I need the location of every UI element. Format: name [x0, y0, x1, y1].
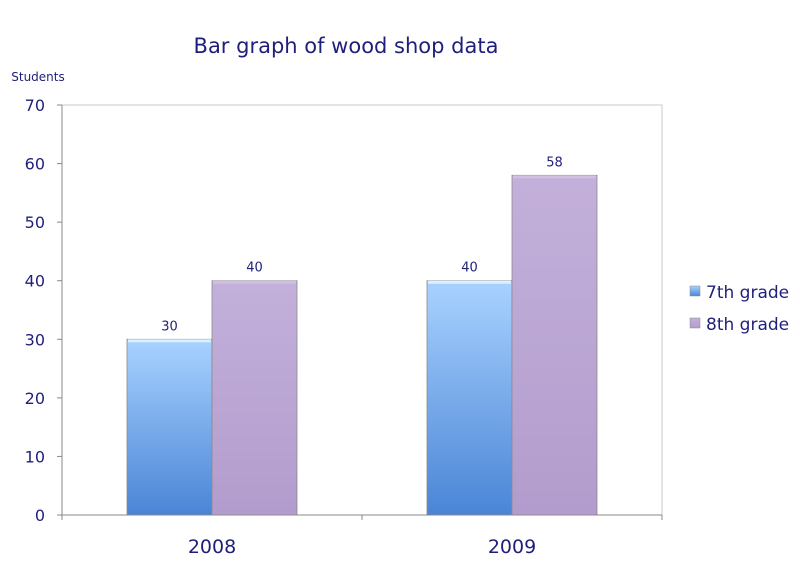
- legend-label: 7th grade: [706, 283, 789, 303]
- y-tick-label: 30: [25, 330, 45, 349]
- x-axis: 2008 2009: [61, 514, 663, 558]
- y-tick-label: 10: [25, 447, 45, 466]
- data-label: 40: [246, 261, 263, 276]
- y-tick-label: 0: [35, 506, 45, 525]
- data-label: 58: [546, 155, 563, 170]
- x-tick-label: 2009: [488, 536, 536, 558]
- y-tick-label: 70: [25, 96, 45, 115]
- y-tick-label: 40: [25, 272, 45, 291]
- data-label: 40: [461, 261, 478, 276]
- legend-swatch: [689, 317, 701, 329]
- y-axis-label: Students: [11, 70, 65, 84]
- y-tick-label: 20: [25, 389, 45, 408]
- bar-series-1: [426, 280, 513, 516]
- bar-top-edge: [513, 175, 596, 179]
- bar-series-2: [211, 280, 298, 516]
- y-axis: 0 10 20 30 40 50 60 70: [25, 96, 63, 525]
- legend-swatch: [689, 285, 701, 297]
- y-tick-label: 50: [25, 213, 45, 232]
- data-labels: 30 40 40 58: [161, 155, 563, 334]
- x-tick-label: 2008: [188, 536, 236, 558]
- legend-label: 8th grade: [706, 315, 789, 335]
- bar-series-1: [126, 338, 213, 516]
- bar-series-2: [511, 174, 598, 516]
- data-label: 30: [161, 319, 178, 334]
- bar-top-edge: [213, 280, 296, 284]
- chart-title: Bar graph of wood shop data: [194, 34, 499, 58]
- bar-top-edge: [128, 339, 211, 343]
- bar-top-edge: [428, 280, 511, 284]
- legend: 7th grade 8th grade: [689, 283, 789, 335]
- y-tick-label: 60: [25, 155, 45, 174]
- bars: [126, 174, 598, 516]
